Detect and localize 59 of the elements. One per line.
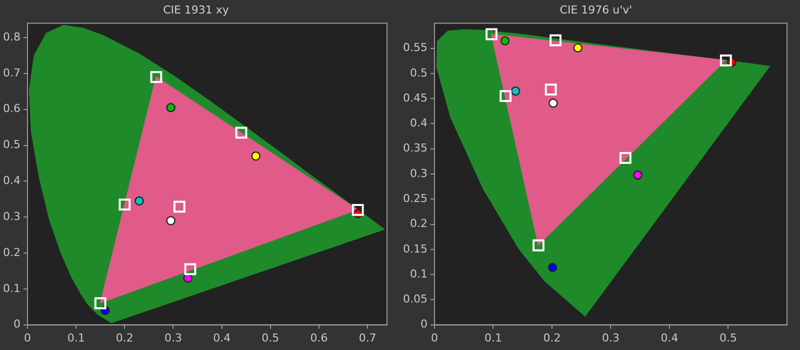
point bbox=[510, 86, 520, 96]
y-tick-label: 0.5 bbox=[2, 138, 20, 152]
y-tick-label: 0.1 bbox=[410, 267, 428, 280]
point bbox=[166, 102, 176, 112]
y-tick-label: 0 bbox=[420, 318, 428, 331]
x-tick-label: 0.1 bbox=[67, 331, 85, 344]
point bbox=[544, 84, 557, 96]
y-tick-label: 0.5 bbox=[410, 66, 428, 80]
x-tick-label: 0.1 bbox=[484, 331, 502, 344]
y-tick-label: 0.7 bbox=[2, 66, 20, 80]
point bbox=[500, 90, 512, 102]
point bbox=[573, 43, 582, 52]
x-tick-label: 0.5 bbox=[720, 331, 737, 344]
x-tick-label: 0.4 bbox=[660, 331, 678, 344]
y-tick-label: 0.45 bbox=[402, 91, 428, 104]
y-tick-label: 0.1 bbox=[2, 282, 20, 295]
y-tick-label: 0.2 bbox=[2, 246, 20, 259]
point bbox=[235, 126, 248, 139]
y-tick-label: 0.35 bbox=[402, 142, 428, 155]
y-tick-label: 0.4 bbox=[410, 116, 428, 130]
y-tick-label: 0.15 bbox=[402, 242, 428, 256]
x-tick-label: 0 bbox=[24, 331, 31, 344]
y-tick-label: 0.25 bbox=[402, 192, 428, 205]
x-tick-label: 0.4 bbox=[213, 331, 231, 344]
point bbox=[251, 151, 260, 161]
point bbox=[94, 297, 106, 310]
point bbox=[550, 34, 562, 46]
point bbox=[619, 152, 632, 164]
x-tick-label: 0.7 bbox=[358, 331, 376, 344]
x-tick-label: 0 bbox=[430, 331, 438, 344]
point bbox=[150, 71, 162, 84]
x-tick-label: 0.2 bbox=[543, 331, 561, 344]
point bbox=[352, 204, 364, 216]
x-tick-label: 0.6 bbox=[310, 331, 328, 344]
y-tick-label: 0.8 bbox=[2, 30, 20, 44]
y-tick-label: 0.3 bbox=[410, 166, 428, 180]
point bbox=[548, 262, 558, 272]
point bbox=[500, 36, 510, 46]
point bbox=[134, 196, 144, 206]
point bbox=[184, 263, 196, 276]
point bbox=[532, 239, 544, 252]
y-tick-label: 0.4 bbox=[2, 174, 20, 188]
point bbox=[486, 28, 498, 40]
point bbox=[720, 54, 732, 66]
x-tick-label: 0.3 bbox=[164, 331, 182, 344]
y-tick-label: 0.3 bbox=[2, 210, 20, 223]
chart-title: CIE 1976 u'v' bbox=[560, 3, 632, 16]
y-tick-label: 0.05 bbox=[402, 292, 428, 306]
point bbox=[173, 200, 186, 213]
y-tick-label: 0 bbox=[13, 318, 20, 331]
x-tick-label: 0.3 bbox=[602, 331, 620, 344]
chart-title: CIE 1931 xy bbox=[163, 3, 230, 16]
x-tick-label: 0.2 bbox=[116, 331, 134, 344]
x-tick-label: 0.5 bbox=[262, 331, 280, 344]
y-tick-label: 0.2 bbox=[410, 217, 428, 230]
y-tick-label: 0.6 bbox=[2, 102, 20, 116]
y-tick-label: 0.55 bbox=[402, 41, 428, 54]
point bbox=[118, 198, 131, 210]
point bbox=[633, 170, 642, 180]
